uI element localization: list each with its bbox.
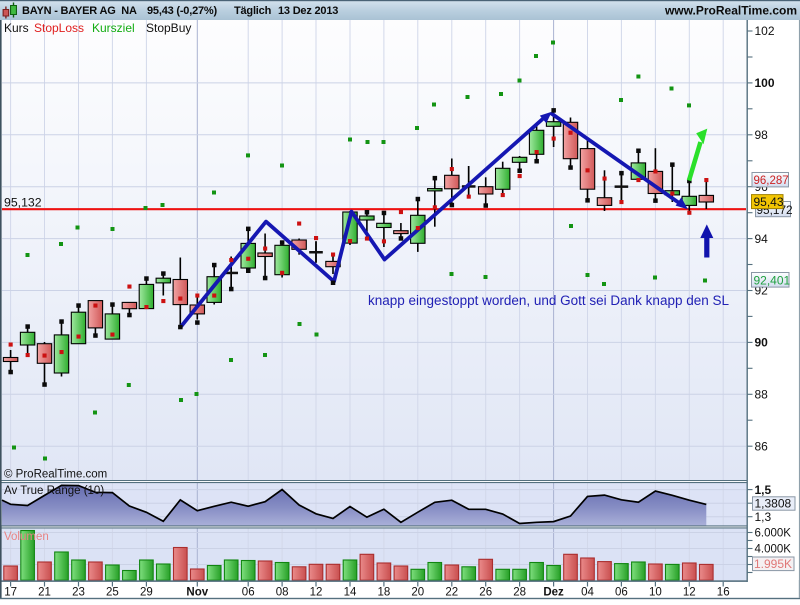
svg-text:100: 100 [755, 76, 775, 90]
svg-text:16: 16 [717, 587, 730, 599]
svg-text:102: 102 [755, 24, 775, 38]
svg-text:StopBuy: StopBuy [146, 21, 191, 35]
svg-text:29: 29 [140, 587, 153, 599]
svg-text:23: 23 [72, 587, 85, 599]
svg-text:StopLoss: StopLoss [34, 21, 84, 35]
svg-text:Nov: Nov [186, 587, 208, 599]
svg-text:06: 06 [615, 587, 628, 599]
svg-text:94: 94 [755, 232, 769, 246]
svg-text:92,401: 92,401 [754, 273, 791, 287]
svg-text:Täglich: Täglich [234, 5, 272, 17]
svg-text:21: 21 [38, 587, 51, 599]
svg-text:95,43: 95,43 [754, 195, 784, 209]
svg-text:90: 90 [755, 336, 769, 350]
svg-text:1,5: 1,5 [755, 483, 772, 497]
svg-text:86: 86 [755, 439, 769, 453]
svg-text:28: 28 [513, 587, 526, 599]
svg-text:1,3: 1,3 [755, 510, 772, 524]
svg-text:14: 14 [344, 587, 357, 599]
svg-text:18: 18 [378, 587, 391, 599]
svg-text:95,43 (-0,27%): 95,43 (-0,27%) [147, 5, 217, 17]
svg-text:Dez: Dez [543, 587, 564, 599]
svg-text:Kursziel: Kursziel [92, 21, 135, 35]
svg-text:13 Dez 2013: 13 Dez 2013 [278, 5, 338, 17]
svg-text:17: 17 [4, 587, 17, 599]
svg-text:25: 25 [106, 587, 119, 599]
svg-text:88: 88 [755, 388, 769, 402]
svg-text:08: 08 [276, 587, 289, 599]
svg-text:12: 12 [310, 587, 323, 599]
svg-text:1.995K: 1.995K [754, 557, 792, 571]
svg-text:06: 06 [242, 587, 255, 599]
svg-text:20: 20 [411, 587, 424, 599]
svg-text:95,132: 95,132 [4, 196, 42, 210]
svg-text:Volumen: Volumen [4, 531, 49, 543]
svg-text:1,3808: 1,3808 [755, 497, 792, 511]
svg-text:4.000K: 4.000K [755, 544, 792, 556]
svg-text:12: 12 [683, 587, 696, 599]
svg-text:BAYN - BAYER AG NA: BAYN - BAYER AG NA [22, 5, 137, 17]
svg-text:© ProRealTime.com: © ProRealTime.com [4, 468, 107, 480]
svg-text:Kurs: Kurs [4, 21, 29, 35]
svg-text:knapp eingestoppt worden, und: knapp eingestoppt worden, und Gott sei D… [368, 293, 729, 308]
svg-text:04: 04 [581, 587, 594, 599]
svg-text:Av True Range (10): Av True Range (10) [4, 485, 104, 497]
svg-text:www.ProRealTime.com: www.ProRealTime.com [664, 3, 797, 17]
svg-text:98: 98 [755, 128, 769, 142]
svg-text:6.000K: 6.000K [755, 528, 792, 540]
svg-text:22: 22 [445, 587, 458, 599]
svg-text:96,287: 96,287 [754, 175, 789, 187]
svg-text:10: 10 [649, 587, 662, 599]
svg-text:26: 26 [479, 587, 492, 599]
